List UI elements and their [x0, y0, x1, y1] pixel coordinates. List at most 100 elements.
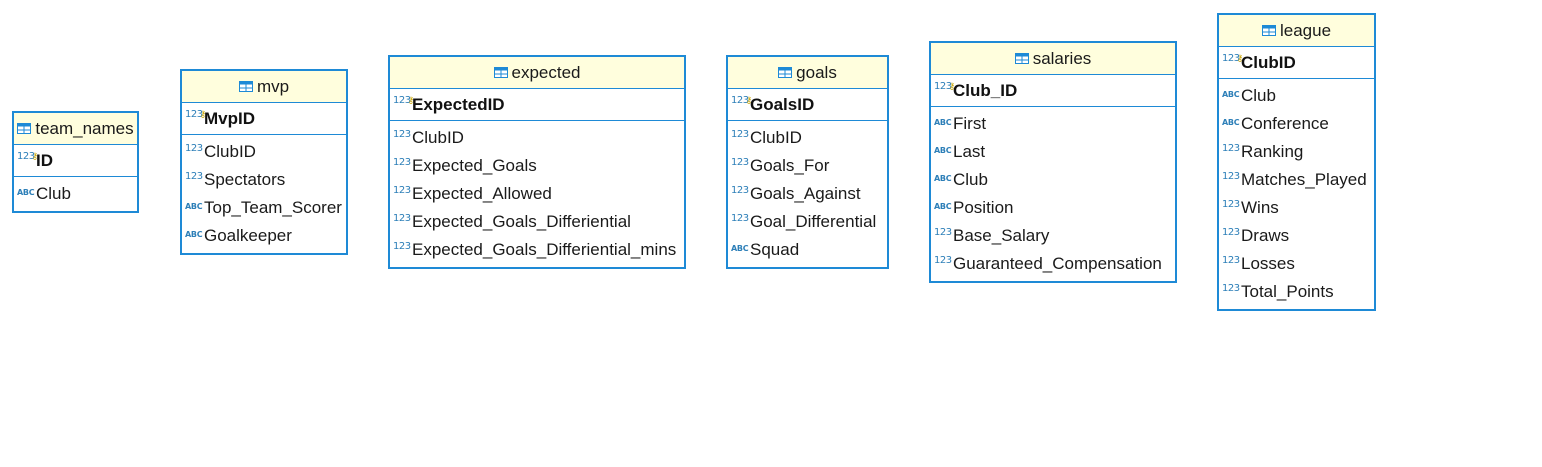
primary-key-row[interactable]: 123⚷ Club_ID — [931, 75, 1175, 107]
attribute-label: Club — [1241, 86, 1276, 105]
table-icon — [238, 81, 253, 92]
primary-key-row[interactable]: 123⚷ ClubID — [1219, 47, 1374, 79]
attribute-row[interactable]: 123 Guaranteed_Compensation — [931, 250, 1175, 278]
text-type-icon: ABC — [185, 229, 203, 239]
text-type-icon: ABC — [1222, 117, 1240, 127]
attribute-label: Expected_Goals_Differiential_mins — [412, 240, 677, 259]
attribute-row[interactable]: 123 ClubID — [182, 138, 346, 166]
entity-mvp[interactable]: mvp 123⚷ MvpID 123 ClubID 123 Spectators A… — [180, 69, 348, 255]
attribute-row[interactable]: 123 Expected_Goals_Differiential — [390, 208, 684, 236]
attribute-row[interactable]: ABC Goalkeeper — [182, 222, 346, 250]
primary-key-row[interactable]: 123⚷ ExpectedID — [390, 89, 684, 121]
entity-league[interactable]: league 123⚷ ClubID ABC Club ABC Conference… — [1217, 13, 1376, 311]
attribute-label: Spectators — [204, 170, 286, 189]
primary-key-label: ID — [36, 150, 53, 170]
number-type-icon: 123 — [393, 128, 411, 140]
attribute-row[interactable]: ABC Position — [931, 194, 1175, 222]
attribute-row[interactable]: 123 ClubID — [390, 124, 684, 152]
attribute-row[interactable]: 123 Matches_Played — [1219, 166, 1374, 194]
attribute-row[interactable]: 123 Expected_Goals — [390, 152, 684, 180]
entity-header[interactable]: league — [1219, 15, 1374, 47]
attribute-row[interactable]: 123 Expected_Goals_Differiential_mins — [390, 236, 684, 264]
text-type-icon: ABC — [1222, 89, 1240, 99]
entity-team-names[interactable]: team_names 123⚷ ID ABC Club — [12, 111, 139, 213]
attribute-row[interactable]: ABC Conference — [1219, 110, 1374, 138]
key-icon: 123⚷ — [1222, 53, 1243, 64]
attribute-row[interactable]: ABC First — [931, 110, 1175, 138]
attribute-label: Conference — [1241, 114, 1329, 133]
attribute-row[interactable]: 123 ClubID — [728, 124, 887, 152]
attribute-label: Wins — [1241, 198, 1279, 217]
entity-header[interactable]: team_names — [14, 113, 137, 145]
attribute-label: Losses — [1241, 254, 1295, 273]
attribute-row[interactable]: 123 Losses — [1219, 250, 1374, 278]
number-type-icon: 123 — [1222, 198, 1240, 210]
attribute-row[interactable]: 123 Base_Salary — [931, 222, 1175, 250]
attribute-row[interactable]: 123 Wins — [1219, 194, 1374, 222]
number-type-icon: 123 — [1222, 282, 1240, 294]
number-type-icon: 123 — [1222, 170, 1240, 182]
attribute-label: ClubID — [204, 142, 256, 161]
primary-key-label: ClubID — [1241, 52, 1296, 72]
attribute-row[interactable]: 123 Ranking — [1219, 138, 1374, 166]
attribute-row[interactable]: 123 Expected_Allowed — [390, 180, 684, 208]
attribute-label: Draws — [1241, 226, 1290, 245]
attribute-row[interactable]: 123 Goals_Against — [728, 180, 887, 208]
attribute-label: First — [953, 114, 987, 133]
table-icon — [778, 67, 793, 78]
attribute-row[interactable]: 123 Goal_Differential — [728, 208, 887, 236]
attribute-label: Top_Team_Scorer — [204, 198, 342, 217]
number-type-icon: 123 — [393, 156, 411, 168]
attribute-label: Position — [953, 198, 1014, 217]
attribute-label: Guaranteed_Compensation — [953, 254, 1162, 273]
table-icon — [1014, 53, 1029, 64]
attribute-row[interactable]: ABC Club — [1219, 82, 1374, 110]
attribute-label: Ranking — [1241, 142, 1304, 161]
primary-key-label: GoalsID — [750, 94, 815, 114]
attribute-label: Squad — [750, 240, 800, 259]
primary-key-row[interactable]: 123⚷ ID — [14, 145, 137, 177]
attribute-label: Expected_Goals_Differiential — [412, 212, 631, 231]
entity-header[interactable]: mvp — [182, 71, 346, 103]
attribute-row[interactable]: 123 Spectators — [182, 166, 346, 194]
number-type-icon: 123 — [731, 156, 749, 168]
number-type-icon: 123 — [393, 212, 411, 224]
number-type-icon: 123 — [731, 212, 749, 224]
attribute-label: Club — [953, 170, 988, 189]
entity-goals[interactable]: goals 123⚷ GoalsID 123 ClubID 123 Goals_Fo… — [726, 55, 889, 269]
attribute-label: Total_Points — [1241, 282, 1334, 301]
text-type-icon: ABC — [185, 201, 203, 211]
attribute-row[interactable]: ABC Last — [931, 138, 1175, 166]
number-type-icon: 123 — [1222, 226, 1240, 238]
attribute-row[interactable]: ABC Club — [14, 180, 137, 208]
attribute-list: ABC Club ABC Conference 123 Ranking 123 Matc… — [1219, 79, 1374, 309]
entity-salaries[interactable]: salaries 123⚷ Club_ID ABC First ABC Last A… — [929, 41, 1177, 283]
entity-header[interactable]: salaries — [931, 43, 1175, 75]
primary-key-row[interactable]: 123⚷ GoalsID — [728, 89, 887, 121]
number-type-icon: 123 — [934, 254, 952, 266]
number-type-icon: 123 — [1222, 254, 1240, 266]
attribute-row[interactable]: 123 Total_Points — [1219, 278, 1374, 306]
attribute-label: Goals_For — [750, 156, 830, 175]
entity-header[interactable]: expected — [390, 57, 684, 89]
entity-header[interactable]: goals — [728, 57, 887, 89]
attribute-row[interactable]: ABC Top_Team_Scorer — [182, 194, 346, 222]
text-type-icon: ABC — [731, 243, 749, 253]
attribute-label: ClubID — [412, 128, 464, 147]
attribute-row[interactable]: 123 Goals_For — [728, 152, 887, 180]
entity-expected[interactable]: expected 123⚷ ExpectedID 123 ClubID 123 Ex… — [388, 55, 686, 269]
attribute-row[interactable]: ABC Club — [931, 166, 1175, 194]
primary-key-label: MvpID — [204, 108, 255, 128]
attribute-row[interactable]: ABC Squad — [728, 236, 887, 264]
attribute-list: 123 ClubID 123 Goals_For 123 Goals_Against … — [728, 121, 887, 267]
entity-title: team_names — [35, 118, 134, 138]
entity-title: league — [1279, 20, 1332, 40]
key-icon: 123⚷ — [185, 109, 206, 120]
attribute-row[interactable]: 123 Draws — [1219, 222, 1374, 250]
table-icon — [493, 67, 508, 78]
entity-title: expected — [511, 62, 581, 82]
primary-key-row[interactable]: 123⚷ MvpID — [182, 103, 346, 135]
number-type-icon: 123 — [185, 142, 203, 154]
attribute-list: 123 ClubID 123 Expected_Goals 123 Expected_… — [390, 121, 684, 267]
